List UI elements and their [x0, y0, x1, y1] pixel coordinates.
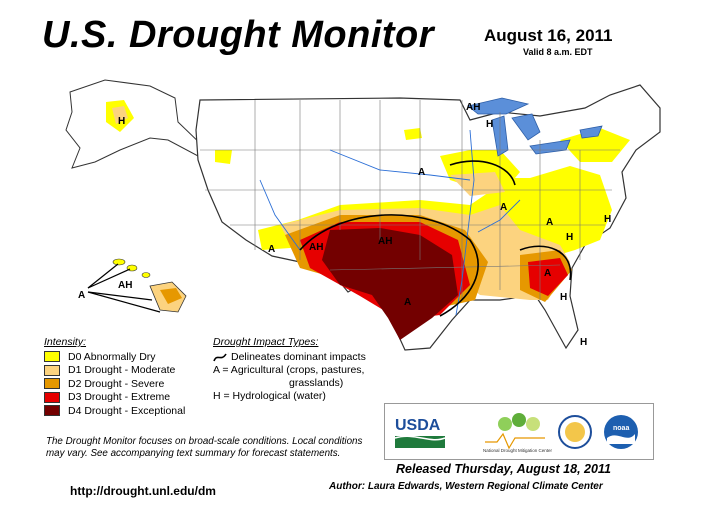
impacts-header: Drought Impact Types: — [213, 336, 319, 348]
release-date: Released Thursday, August 18, 2011 — [396, 462, 611, 476]
legend-swatch-d3 — [44, 391, 60, 403]
impact-label: A — [418, 167, 425, 178]
doc-seal-icon — [558, 415, 592, 449]
hawaii-impact-lines — [87, 263, 161, 313]
alaska-outline — [65, 79, 206, 169]
impact-label: H — [560, 292, 567, 303]
legend-swatch-d1 — [44, 364, 60, 376]
legend-label-d3: D3 Drought - Extreme — [68, 391, 171, 404]
impact-row-agricultural: A = Agricultural (crops, pastures, — [213, 364, 365, 376]
hawaii-big-island-d0 — [160, 288, 182, 304]
impact-label: H — [566, 232, 573, 243]
legend-row-d0: D0 Abnormally Dry — [44, 350, 209, 364]
intensity-header: Intensity: — [44, 336, 87, 348]
legend-swatch-d2 — [44, 378, 60, 390]
d4-areas — [322, 228, 458, 340]
impact-label: A — [268, 244, 275, 255]
author-credit: Author: Laura Edwards, Western Regional … — [329, 481, 603, 492]
intensity-legend: Intensity: D0 Abnormally Dry D1 Drought … — [44, 336, 209, 418]
impact-line-icon — [213, 353, 227, 362]
legend-label-d4: D4 Drought - Exceptional — [68, 404, 186, 417]
usda-logo: USDA — [394, 417, 446, 448]
impact-row-agricultural-cont: grasslands) — [289, 377, 344, 389]
legend-swatch-d4 — [44, 405, 60, 417]
valid-time: Valid 8 a.m. EDT — [523, 47, 593, 57]
legend-label-d2: D2 Drought - Severe — [68, 377, 165, 390]
impact-types-legend: Drought Impact Types: Delineates dominan… — [213, 336, 393, 403]
impact-label: AH — [378, 236, 392, 247]
usda-logo-text: USDA — [395, 417, 441, 434]
disclaimer-note: The Drought Monitor focuses on broad-sca… — [46, 436, 363, 459]
legend-row-d3: D3 Drought - Extreme — [44, 391, 209, 405]
drought-map: AH AH AH AH A A A A A A A H H H H H H — [65, 79, 661, 351]
legend-swatch-d0 — [44, 351, 60, 363]
legend-row-d2: D2 Drought - Severe — [44, 377, 209, 391]
legend-label-d0: D0 Abnormally Dry — [68, 350, 156, 363]
impact-row-hydrological: H = Hydrological (water) — [213, 390, 326, 402]
map-title: U.S. Drought Monitor — [42, 14, 435, 56]
impact-label: A — [500, 202, 507, 213]
impact-label: H — [604, 214, 611, 225]
impact-label: AH — [309, 242, 323, 253]
hawaii-island-3 — [141, 272, 151, 278]
ndmc-logo: National Drought Mitigation Center — [483, 413, 553, 453]
noaa-logo-text: noaa — [613, 425, 629, 432]
impact-label: AH — [118, 280, 132, 291]
impact-text: Delineates dominant impacts — [231, 351, 366, 363]
impact-label: A — [78, 290, 85, 301]
drought-url-link[interactable]: http://drought.unl.edu/dm — [70, 484, 216, 498]
ndmc-logo-text: National Drought Mitigation Center — [483, 448, 553, 453]
hawaii-island-1 — [112, 258, 126, 266]
impact-label: A — [544, 268, 551, 279]
impact-label: H — [118, 116, 125, 127]
noaa-logo-icon: noaa — [604, 415, 638, 449]
rivers — [259, 129, 521, 316]
legend-row-d4: D4 Drought - Exceptional — [44, 404, 209, 418]
impact-labels: AH AH AH AH A A A A A A A H H H H H H — [78, 102, 611, 348]
impact-label: H — [580, 337, 587, 348]
impact-label: AH — [466, 102, 480, 113]
impact-label: H — [486, 119, 493, 130]
agency-logos: USDA National Drought Mitigation Center … — [384, 403, 654, 460]
legend-row-d1: D1 Drought - Moderate — [44, 364, 209, 378]
map-date: August 16, 2011 — [484, 26, 613, 45]
impact-row-delineates: Delineates dominant impacts — [213, 351, 393, 364]
legend-label-d1: D1 Drought - Moderate — [68, 364, 176, 377]
impact-boundaries — [299, 160, 572, 317]
logos-graphic: USDA National Drought Mitigation Center … — [394, 413, 638, 453]
impact-label: A — [546, 217, 553, 228]
impact-label: A — [404, 297, 411, 308]
alaska-d1 — [112, 106, 128, 124]
